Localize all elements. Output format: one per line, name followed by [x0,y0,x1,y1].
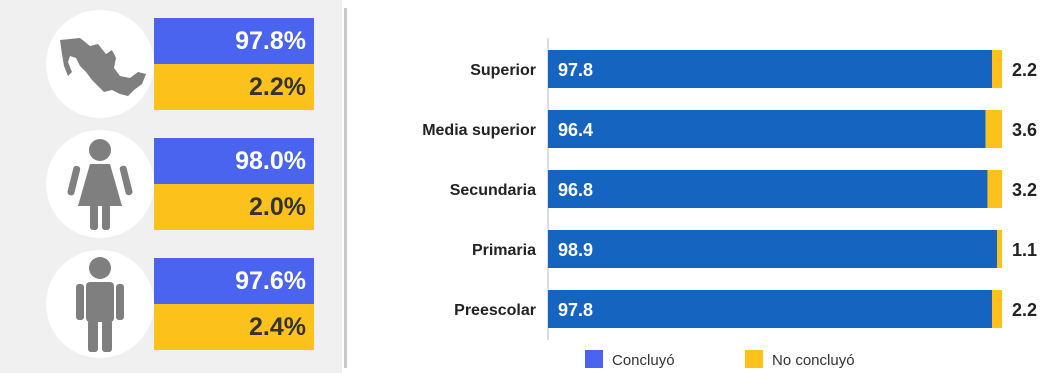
summary-no-concluyo-value: 2.0% [154,184,314,230]
bar-no-concluyo [992,50,1002,88]
summary-concluyo-value: 98.0% [154,138,314,184]
category-label: Preescolar [454,302,536,319]
data-label-no-concluyo: 3.6 [1012,120,1037,140]
data-label-concluyo: 98.9 [558,240,593,260]
data-label-no-concluyo: 2.2 [1012,60,1037,80]
data-label-concluyo: 96.4 [558,120,593,140]
bar-no-concluyo [997,230,1002,268]
summary-male: 97.6% 2.4% [46,250,336,358]
category-label: Media superior [422,122,536,139]
category-label: Primaria [472,242,536,259]
icon-circle [46,10,154,118]
icon-circle [46,250,154,358]
bar-concluyo [548,290,993,328]
summary-concluyo-value: 97.8% [154,18,314,64]
summary-female: 98.0% 2.0% [46,130,336,238]
education-completion-chart: Superior 97.8 2.2 Media superior 96.4 3.6 Secu… [422,38,1037,369]
icon-circle [46,130,154,238]
data-label-no-concluyo: 1.1 [1012,240,1037,260]
summary-concluyo-value: 97.6% [154,258,314,304]
legend-label-concluyo: Concluyó [612,352,675,369]
summary-no-concluyo-value: 2.4% [154,304,314,350]
mexico-map-icon [60,38,146,96]
legend-swatch-no-concluyo [745,350,763,368]
bar-concluyo [548,170,988,208]
bar-concluyo [548,110,986,148]
summary-total: 97.8% 2.2% [46,10,336,118]
category-label: Secundaria [450,182,536,199]
panel-divider [344,8,347,368]
summary-panel: 97.8% 2.2% 98.0% 2.0% [0,0,342,373]
bar-concluyo [548,230,998,268]
bar-no-concluyo [985,110,1002,148]
bar-concluyo [548,50,993,88]
data-label-concluyo: 97.8 [558,300,593,320]
data-label-concluyo: 96.8 [558,180,593,200]
category-label: Superior [470,62,536,79]
bar-no-concluyo [987,170,1002,208]
legend-swatch-concluyo [585,350,603,368]
female-person-icon [67,139,133,230]
data-label-concluyo: 97.8 [558,60,593,80]
bar-no-concluyo [992,290,1002,328]
data-label-no-concluyo: 2.2 [1012,300,1037,320]
legend-label-no-concluyo: No concluyó [772,352,855,369]
data-label-no-concluyo: 3.2 [1012,180,1037,200]
summary-no-concluyo-value: 2.2% [154,64,314,110]
male-person-icon [76,257,124,352]
